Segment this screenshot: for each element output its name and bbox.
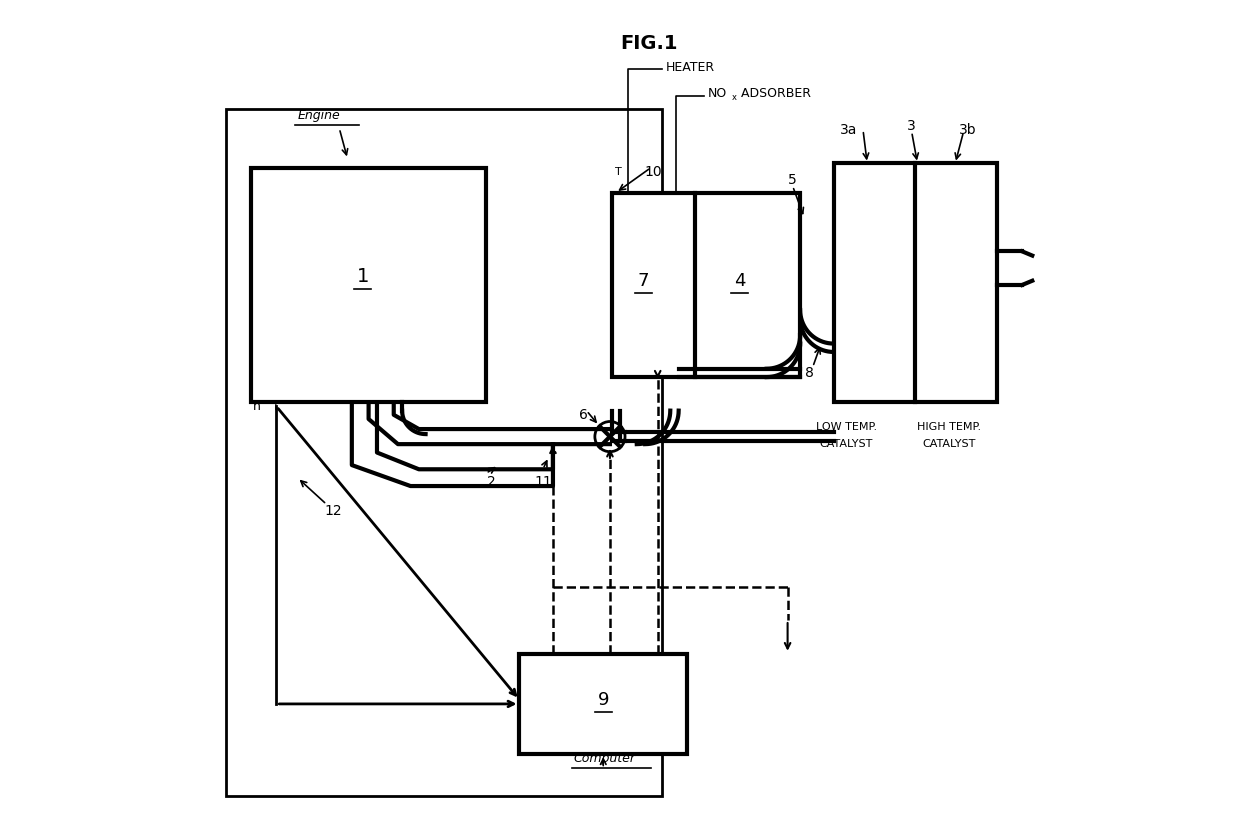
- Text: 7: 7: [637, 272, 650, 290]
- Text: n: n: [253, 400, 260, 413]
- Text: 12: 12: [325, 504, 342, 518]
- Text: 3b: 3b: [959, 123, 977, 137]
- Text: FIG.1: FIG.1: [620, 34, 677, 53]
- Text: 3a: 3a: [839, 123, 858, 137]
- Text: HIGH TEMP.: HIGH TEMP.: [918, 422, 981, 432]
- Bar: [833, 163, 997, 402]
- Text: LOW TEMP.: LOW TEMP.: [816, 422, 877, 432]
- Text: Engine: Engine: [298, 108, 340, 122]
- Text: T: T: [273, 400, 280, 413]
- Bar: [226, 109, 662, 796]
- Text: NO: NO: [708, 87, 727, 101]
- Text: 4: 4: [734, 272, 745, 290]
- Text: 5: 5: [789, 173, 797, 187]
- Text: ADSORBER: ADSORBER: [738, 87, 811, 101]
- Bar: [520, 654, 687, 754]
- Text: 2: 2: [487, 475, 496, 489]
- Text: x: x: [732, 93, 737, 101]
- Text: T: T: [615, 167, 621, 177]
- Bar: [252, 168, 486, 402]
- Text: 9: 9: [598, 691, 609, 709]
- Text: 3: 3: [908, 119, 916, 132]
- Text: CATALYST: CATALYST: [923, 439, 976, 449]
- Text: 10: 10: [645, 165, 662, 178]
- Text: 8: 8: [805, 366, 813, 380]
- Text: Computer: Computer: [574, 752, 636, 765]
- Text: 11: 11: [534, 475, 552, 489]
- Text: 6: 6: [579, 408, 588, 422]
- Text: 1: 1: [357, 267, 370, 286]
- Text: HEATER: HEATER: [666, 60, 715, 74]
- Text: CATALYST: CATALYST: [820, 439, 873, 449]
- Bar: [611, 193, 800, 377]
